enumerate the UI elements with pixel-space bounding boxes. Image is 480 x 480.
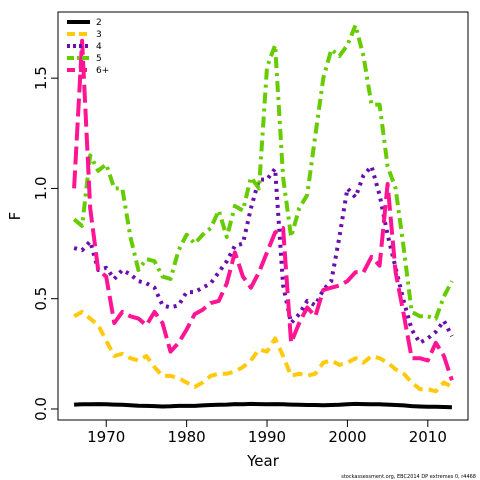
- plot-frame: [57, 11, 469, 421]
- series-line-3: [73, 309, 453, 394]
- y-tick-label: 0.5: [32, 287, 50, 311]
- series-line-6plus: [72, 38, 454, 381]
- y-tick-label: 1.5: [32, 66, 50, 90]
- series-layer: [72, 23, 454, 410]
- x-tick-label: 1980: [168, 428, 206, 446]
- legend-label: 4: [96, 42, 102, 52]
- y-axis-title: F: [6, 212, 24, 221]
- x-tick-label: 1970: [87, 428, 125, 446]
- legend-label: 3: [96, 30, 102, 40]
- legend-label: 6+: [96, 66, 109, 76]
- legend-item: 6+: [67, 66, 109, 76]
- series-line-5: [72, 23, 454, 321]
- legend: 2 3 4 5 6+: [67, 18, 109, 76]
- x-axis: 1970 1980 1990 2000 2010: [87, 419, 447, 446]
- x-axis-title: Year: [246, 452, 280, 470]
- y-tick-label: 1.0: [32, 177, 50, 201]
- legend-item: 4: [67, 42, 102, 52]
- legend-item: 2: [67, 18, 102, 28]
- legend-label: 5: [96, 54, 102, 64]
- x-tick-label: 2000: [328, 428, 366, 446]
- footnote: stockassessment.org, EBC2014 DP extremes…: [341, 474, 476, 480]
- y-axis: 0.0 0.5 1.0 1.5: [32, 66, 59, 421]
- x-tick-label: 1990: [248, 428, 286, 446]
- y-tick-label: 0.0: [32, 397, 50, 421]
- series-line-2: [74, 401, 452, 410]
- x-tick-label: 2010: [409, 428, 447, 446]
- series-line-4: [73, 164, 454, 345]
- legend-label: 2: [96, 18, 102, 28]
- legend-item: 5: [67, 54, 102, 64]
- legend-item: 3: [67, 30, 102, 40]
